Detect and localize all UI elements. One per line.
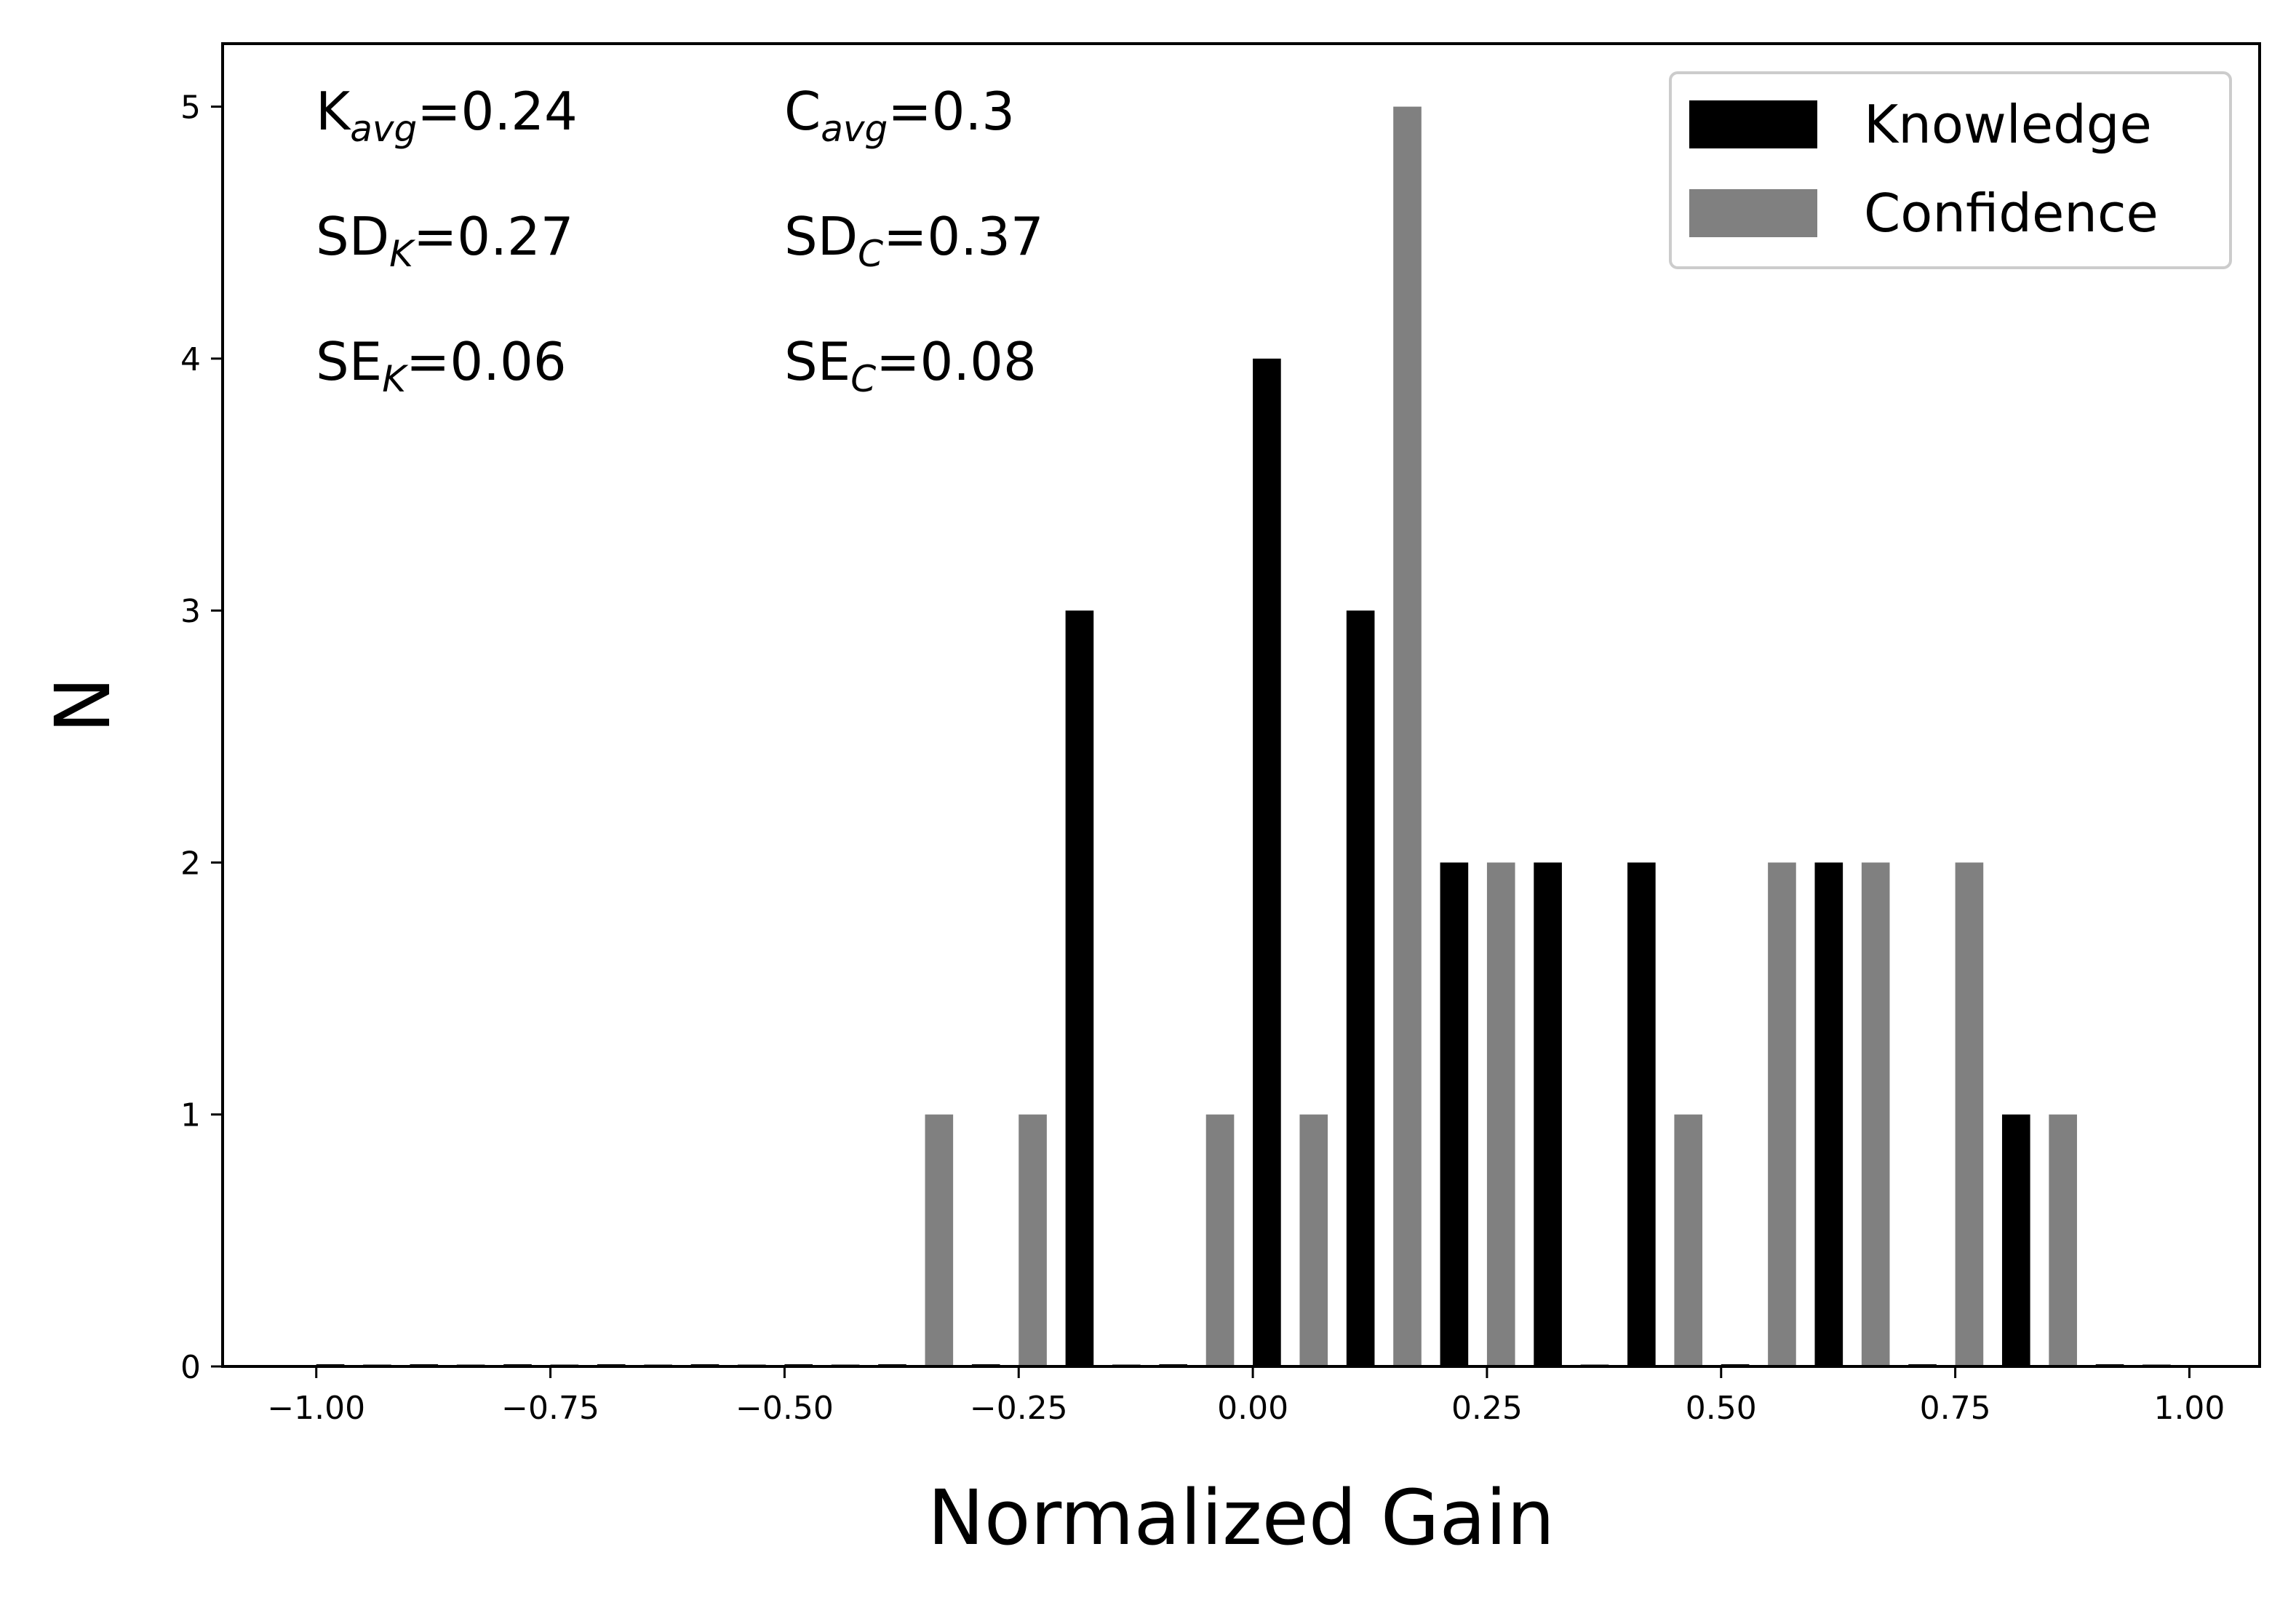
- y-tick-label-4: 4: [180, 341, 201, 378]
- x-tick-label-4: 0.00: [1217, 1390, 1288, 1427]
- x-tick-label-0: −1.00: [267, 1390, 365, 1427]
- y-tick-label-5: 5: [180, 89, 201, 127]
- x-tick-label-2: −0.50: [736, 1390, 834, 1427]
- annotation-se-c-value: =0.08: [876, 331, 1037, 392]
- annotation-sd-c-sub: C: [858, 233, 883, 275]
- annotation-sd-k-sub: K: [389, 233, 416, 275]
- bar-confidence-10: [1299, 1114, 1328, 1366]
- legend: Knowledge Confidence: [1669, 71, 2232, 269]
- legend-swatch-knowledge: [1689, 100, 1817, 148]
- x-tick-label-5: 0.25: [1451, 1390, 1523, 1427]
- plot-frame: [221, 42, 2261, 1368]
- annotation-c-avg: Cavg=0.3: [784, 81, 1015, 150]
- annotation-se-c-sub: C: [850, 358, 876, 400]
- annotation-se-k-value: =0.06: [406, 331, 567, 392]
- bar-confidence-17: [1955, 862, 1984, 1366]
- bar-confidence-9: [1205, 1114, 1235, 1366]
- x-tick-label-8: 1.00: [2153, 1390, 2225, 1427]
- y-tick-label-0: 0: [180, 1349, 201, 1386]
- bar-confidence-18: [2049, 1114, 2077, 1366]
- y-tick-label-2: 2: [180, 845, 201, 882]
- bar-knowledge-8: [1065, 610, 1094, 1367]
- annotation-k-avg-value: =0.24: [417, 81, 578, 142]
- annotation-sd-c-value: =0.37: [883, 206, 1044, 267]
- bar-confidence-15: [1768, 862, 1796, 1366]
- bar-confidence-12: [1486, 862, 1515, 1366]
- annotation-k-avg: Kavg=0.24: [316, 81, 578, 150]
- legend-label-confidence: Confidence: [1864, 183, 2159, 244]
- y-tick-label-1: 1: [180, 1097, 201, 1134]
- annotation-se-k: SEK=0.06: [316, 331, 567, 400]
- x-axis-ticks: −1.00 −0.75 −0.50 −0.25 0.00 0.25 0.50 0.75 1.00: [267, 1366, 2225, 1427]
- y-tick-label-3: 3: [180, 593, 201, 630]
- x-tick-label-3: −0.25: [970, 1390, 1068, 1427]
- bar-knowledge-16: [1814, 862, 1843, 1366]
- annotation-sd-k-value: =0.27: [413, 206, 574, 267]
- bar-knowledge-13: [1534, 862, 1562, 1366]
- annotation-se-k-sub: K: [382, 358, 409, 400]
- x-tick-label-6: 0.50: [1686, 1390, 1757, 1427]
- annotation-c-avg-base: C: [784, 81, 821, 142]
- legend-swatch-confidence: [1689, 189, 1817, 237]
- bar-confidence-6: [925, 1114, 954, 1366]
- bar-knowledge-18: [2001, 1114, 2030, 1366]
- bar-confidence-14: [1674, 1114, 1703, 1366]
- annotation-k-avg-sub: avg: [350, 108, 417, 150]
- annotation-c-avg-sub: avg: [821, 108, 888, 150]
- bars-group: [316, 106, 2171, 1367]
- bar-confidence-7: [1019, 1114, 1047, 1366]
- bar-knowledge-10: [1253, 358, 1281, 1366]
- annotation-k-avg-base: K: [316, 81, 351, 142]
- x-axis-label: Normalized Gain: [928, 1473, 1555, 1562]
- x-tick-label-7: 0.75: [1920, 1390, 1991, 1427]
- bar-knowledge-14: [1627, 862, 1656, 1366]
- bar-confidence-16: [1861, 862, 1890, 1366]
- annotation-sd-k: SDK=0.27: [316, 206, 574, 275]
- bar-knowledge-11: [1346, 610, 1375, 1367]
- annotation-sd-c: SDC=0.37: [784, 206, 1044, 275]
- bar-knowledge-12: [1440, 862, 1469, 1366]
- annotation-sd-c-base: SD: [784, 206, 858, 267]
- annotation-se-c-base: SE: [784, 331, 850, 392]
- y-axis-label: N: [39, 677, 127, 733]
- x-tick-label-1: −0.75: [501, 1390, 599, 1427]
- annotation-se-c: SEC=0.08: [784, 331, 1037, 400]
- annotation-se-k-base: SE: [316, 331, 382, 392]
- annotation-c-avg-value: =0.3: [888, 81, 1015, 142]
- y-axis-ticks: 0 1 2 3 4 5: [180, 89, 223, 1386]
- legend-label-knowledge: Knowledge: [1864, 94, 2152, 155]
- annotation-sd-k-base: SD: [316, 206, 389, 267]
- bar-confidence-11: [1393, 106, 1422, 1367]
